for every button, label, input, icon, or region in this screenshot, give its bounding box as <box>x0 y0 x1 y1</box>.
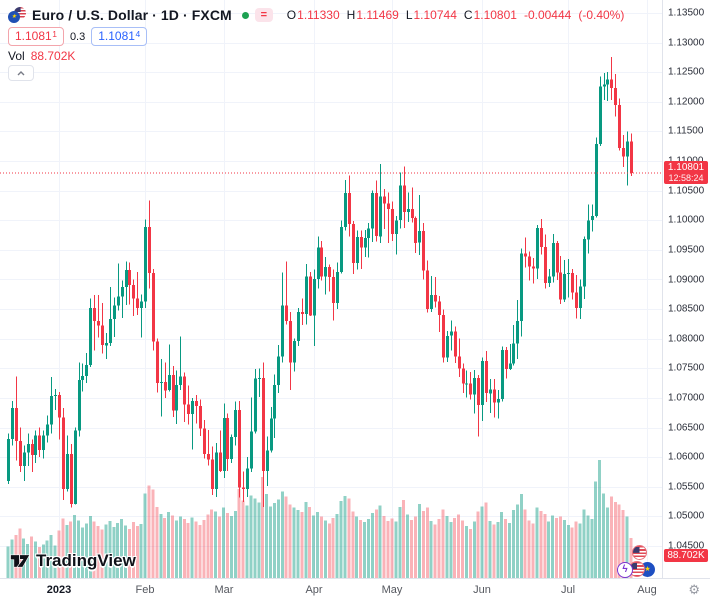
price-axis-label: 1.09500 <box>668 244 705 256</box>
price-axis-label: 1.13500 <box>668 7 705 19</box>
symbol-logo-icon: ★ <box>8 7 26 23</box>
time-axis-label: Jun <box>473 584 491 596</box>
bid-price-button[interactable]: 1.10811 <box>8 27 64 46</box>
low-label: L <box>405 8 413 22</box>
price-axis-label: 1.09000 <box>668 274 705 285</box>
time-axis-label: Jul <box>560 584 576 596</box>
tradingview-logo-icon <box>10 554 30 568</box>
price-axis-label: 1.07000 <box>668 392 705 404</box>
bid-ask-row: 1.10811 0.3 1.10814 <box>8 27 148 46</box>
volume-legend: Vol 88.702K <box>8 49 75 63</box>
candles-layer <box>7 56 633 508</box>
high-label: H <box>346 8 356 22</box>
close-label: C <box>463 8 473 22</box>
price-axis-label: 1.06000 <box>668 451 705 463</box>
price-axis-label: 1.08000 <box>668 333 705 345</box>
price-axis-label: 1.12500 <box>668 66 705 78</box>
eu-flag-icon: ★ <box>8 11 20 23</box>
time-axis-label: Feb <box>135 584 155 596</box>
collapse-legend-button[interactable] <box>8 65 34 81</box>
time-axis-label: Aug <box>637 584 657 596</box>
price-axis-label: 1.05500 <box>668 481 705 493</box>
price-axis-label: 1.07500 <box>668 362 705 374</box>
ohlc-legend: O 1.11330 H 1.11469 L 1.10744 C 1.10801 -0.0… <box>287 8 625 22</box>
symbol-title[interactable]: Euro / U.S. Dollar · 1D · FXCM <box>32 7 232 23</box>
ask-price-button[interactable]: 1.10814 <box>91 27 148 46</box>
axis-settings-gear-icon[interactable]: ⚙ <box>688 582 700 597</box>
price-axis-label: 1.10500 <box>668 185 705 197</box>
open-label: O <box>286 8 297 22</box>
ask-pip-fraction: 4 <box>135 28 141 39</box>
time-axis[interactable]: 2023 Feb Mar Apr May Jun Jul Aug ⚙ <box>0 578 710 600</box>
chart-pane[interactable]: ★ Euro / U.S. Dollar · 1D · FXCM = O 1.11… <box>0 0 662 578</box>
volume-value: 88.702K <box>30 49 76 63</box>
change-percent: (-0.40%) <box>578 8 625 22</box>
price-axis-label: 1.12000 <box>668 96 705 108</box>
quick-compare-button[interactable]: = <box>254 8 273 22</box>
bid-value: 1.1081 <box>15 29 52 43</box>
tradingview-brand-text: TradingView <box>36 551 136 570</box>
time-axis-label: Apr <box>305 584 323 596</box>
volume-layer <box>6 460 633 578</box>
price-axis-label: 1.08500 <box>668 303 705 315</box>
price-axis-label: 1.10000 <box>668 214 705 226</box>
last-price-value: 1.10801 <box>667 162 705 173</box>
open-value: 1.11330 <box>297 8 340 22</box>
grid-layer <box>0 0 662 578</box>
spread-value: 0.3 <box>69 30 86 43</box>
time-axis-label: Mar <box>214 584 234 596</box>
price-axis-label: 1.05000 <box>668 510 705 522</box>
low-value: 1.10744 <box>413 8 457 22</box>
time-axis-label: May <box>381 584 403 596</box>
time-axis-label: 2023 <box>46 584 72 596</box>
market-status-dot <box>241 11 249 19</box>
high-value: 1.11469 <box>356 8 399 22</box>
us-flag-logo-icon <box>632 545 647 560</box>
price-axis-label: 1.04500 <box>668 540 705 552</box>
chevron-up-icon <box>17 70 25 75</box>
bid-pip-fraction: 1 <box>52 28 57 39</box>
price-axis[interactable]: 1.135001.130001.125001.120001.115001.110… <box>662 0 710 578</box>
ask-value: 1.1081 <box>98 29 135 43</box>
price-axis-label: 1.11500 <box>668 125 704 137</box>
close-value: 1.10801 <box>473 8 517 22</box>
chart-legend: ★ Euro / U.S. Dollar · 1D · FXCM = O 1.11… <box>8 6 625 81</box>
candlestick-chart[interactable] <box>0 0 662 578</box>
volume-label: Vol <box>8 49 25 63</box>
volume-axis-badge: 88.702K <box>664 549 708 562</box>
bar-countdown: 12:58:24 <box>668 173 704 183</box>
last-price-badge: 1.10801 12:58:24 <box>664 161 708 184</box>
fxcm-logo-icon: ϟ <box>617 562 633 578</box>
price-axis-label: 1.06500 <box>668 422 705 434</box>
tradingview-watermark[interactable]: TradingView <box>10 551 136 571</box>
change-value: -0.00444 <box>523 8 572 22</box>
price-axis-label: 1.13000 <box>668 37 705 49</box>
